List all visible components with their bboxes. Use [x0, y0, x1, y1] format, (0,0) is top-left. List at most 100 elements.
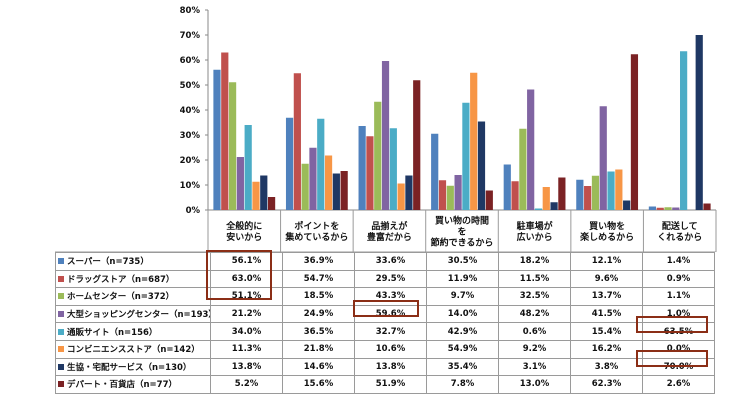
table-cell: 24.9%	[282, 304, 355, 324]
y-tick-label: 0%	[186, 206, 201, 216]
table-cell: 15.4%	[570, 322, 643, 341]
table-cell: 18.5%	[282, 287, 355, 306]
table-cell: 14.0%	[426, 304, 499, 324]
legend-entry: コンビニエンスストア（n=142）	[55, 339, 211, 359]
table-cell: 29.5%	[354, 269, 427, 289]
table-cell: 13.8%	[354, 357, 427, 377]
table-cell: 9.2%	[498, 339, 571, 359]
table-cell: 0.9%	[642, 269, 715, 289]
bar	[267, 197, 276, 210]
bar	[213, 69, 221, 210]
bar	[252, 181, 260, 210]
legend-label: 生協・宅配サービス（n=130）	[67, 362, 192, 373]
bar	[366, 136, 374, 210]
legend-label: スーパー（n=735）	[67, 257, 149, 268]
table-cell: 42.9%	[426, 322, 499, 341]
highlight-box-variety	[353, 300, 419, 317]
bar	[550, 202, 558, 210]
data-table: スーパー（n=735） 56.1% 36.9% 33.6% 30.5% 18.2% 12.1…	[55, 252, 715, 394]
y-tick-label: 20%	[180, 156, 201, 166]
highlight-box-delivery-coop	[636, 350, 708, 367]
y-tick-label: 60%	[180, 56, 201, 66]
bar	[244, 125, 252, 210]
bar	[680, 51, 688, 210]
table-cell: 0.6%	[498, 322, 571, 341]
highlight-box-delivery-online	[636, 316, 708, 333]
legend-entry: デパート・百貨店（n=77）	[55, 375, 211, 394]
y-tick-label: 80%	[180, 6, 201, 16]
table-cell: 3.1%	[498, 357, 571, 377]
table-row: デパート・百貨店（n=77） 5.2% 15.6% 51.9% 7.8% 13.0% 62.…	[55, 375, 715, 394]
bar	[405, 175, 413, 210]
table-cell: 18.2%	[498, 252, 571, 271]
bar	[485, 190, 493, 210]
table-row: スーパー（n=735） 56.1% 36.9% 33.6% 30.5% 18.2% 12.1…	[55, 252, 715, 271]
legend-swatch	[58, 328, 64, 335]
table-cell: 34.0%	[210, 322, 283, 341]
bar	[558, 177, 566, 210]
bar	[599, 106, 607, 210]
legend-label: デパート・百貨店（n=77）	[67, 380, 178, 391]
bar	[534, 208, 543, 210]
table-cell: 51.9%	[354, 375, 427, 394]
y-tick-label: 40%	[180, 106, 201, 116]
bar	[413, 80, 421, 210]
bar	[358, 126, 366, 210]
table-cell: 32.5%	[498, 287, 571, 306]
bar	[703, 203, 711, 210]
x-category-label: 集めているから	[284, 231, 348, 243]
x-category-label: 広いから	[517, 231, 553, 243]
x-category-label: 買い物の時間	[435, 215, 489, 227]
bar	[309, 147, 317, 210]
legend-swatch	[58, 293, 64, 300]
bar	[615, 169, 623, 210]
table-cell: 21.2%	[210, 304, 283, 324]
table-cell: 35.4%	[426, 357, 499, 377]
table-row: 生協・宅配サービス（n=130） 13.8% 14.6% 13.8% 35.4% 3.1%…	[55, 357, 715, 377]
x-category-label: 買い物を	[589, 220, 625, 232]
bar	[438, 180, 447, 210]
y-tick-label: 30%	[180, 131, 201, 141]
bar	[285, 117, 294, 210]
legend-swatch	[58, 311, 64, 318]
bar	[591, 175, 600, 210]
x-category-label: ポイントを	[294, 220, 339, 232]
table-cell: 54.9%	[426, 339, 499, 359]
legend-label: 大型ショッピングセンター（n=193）	[67, 310, 211, 321]
table-cell: 62.3%	[570, 375, 643, 394]
table-cell: 5.2%	[210, 375, 283, 394]
bar	[519, 128, 527, 210]
table-cell: 30.5%	[426, 252, 499, 271]
bar	[511, 181, 519, 210]
table-cell: 14.6%	[282, 357, 355, 377]
x-category-label: 駐車場が	[517, 220, 554, 232]
table-cell: 2.6%	[642, 375, 715, 394]
x-category-label: 全般的に	[225, 220, 262, 232]
bar	[584, 186, 592, 210]
legend-swatch	[58, 275, 64, 282]
table-row: ドラッグストア（n=687） 63.0% 54.7% 29.5% 11.9% 11.5% 9…	[55, 269, 715, 289]
legend-swatch	[58, 381, 64, 388]
y-tick-label: 70%	[180, 31, 201, 41]
table-cell: 10.6%	[354, 339, 427, 359]
bar	[503, 164, 511, 210]
x-category-label: 楽しめるから	[580, 231, 634, 243]
x-category-label: 配送して	[662, 220, 698, 232]
table-row: 通販サイト（n=156） 34.0% 36.5% 32.7% 42.9% 0.6% 15.4…	[55, 322, 715, 341]
legend-entry: 通販サイト（n=156）	[55, 322, 211, 341]
x-category-label: 豊富だから	[367, 231, 412, 243]
bar	[607, 171, 615, 210]
table-cell: 33.6%	[354, 252, 427, 271]
table-cell: 11.5%	[498, 269, 571, 289]
bar	[293, 73, 301, 210]
bar	[527, 89, 535, 210]
table-cell: 11.9%	[426, 269, 499, 289]
y-tick-label: 50%	[180, 81, 201, 91]
table-cell: 41.5%	[570, 304, 643, 324]
legend-entry: 生協・宅配サービス（n=130）	[55, 357, 211, 377]
x-category-label: くれるから	[657, 232, 702, 243]
bar	[446, 185, 454, 210]
table-cell: 3.8%	[570, 357, 643, 377]
bar	[623, 200, 631, 210]
